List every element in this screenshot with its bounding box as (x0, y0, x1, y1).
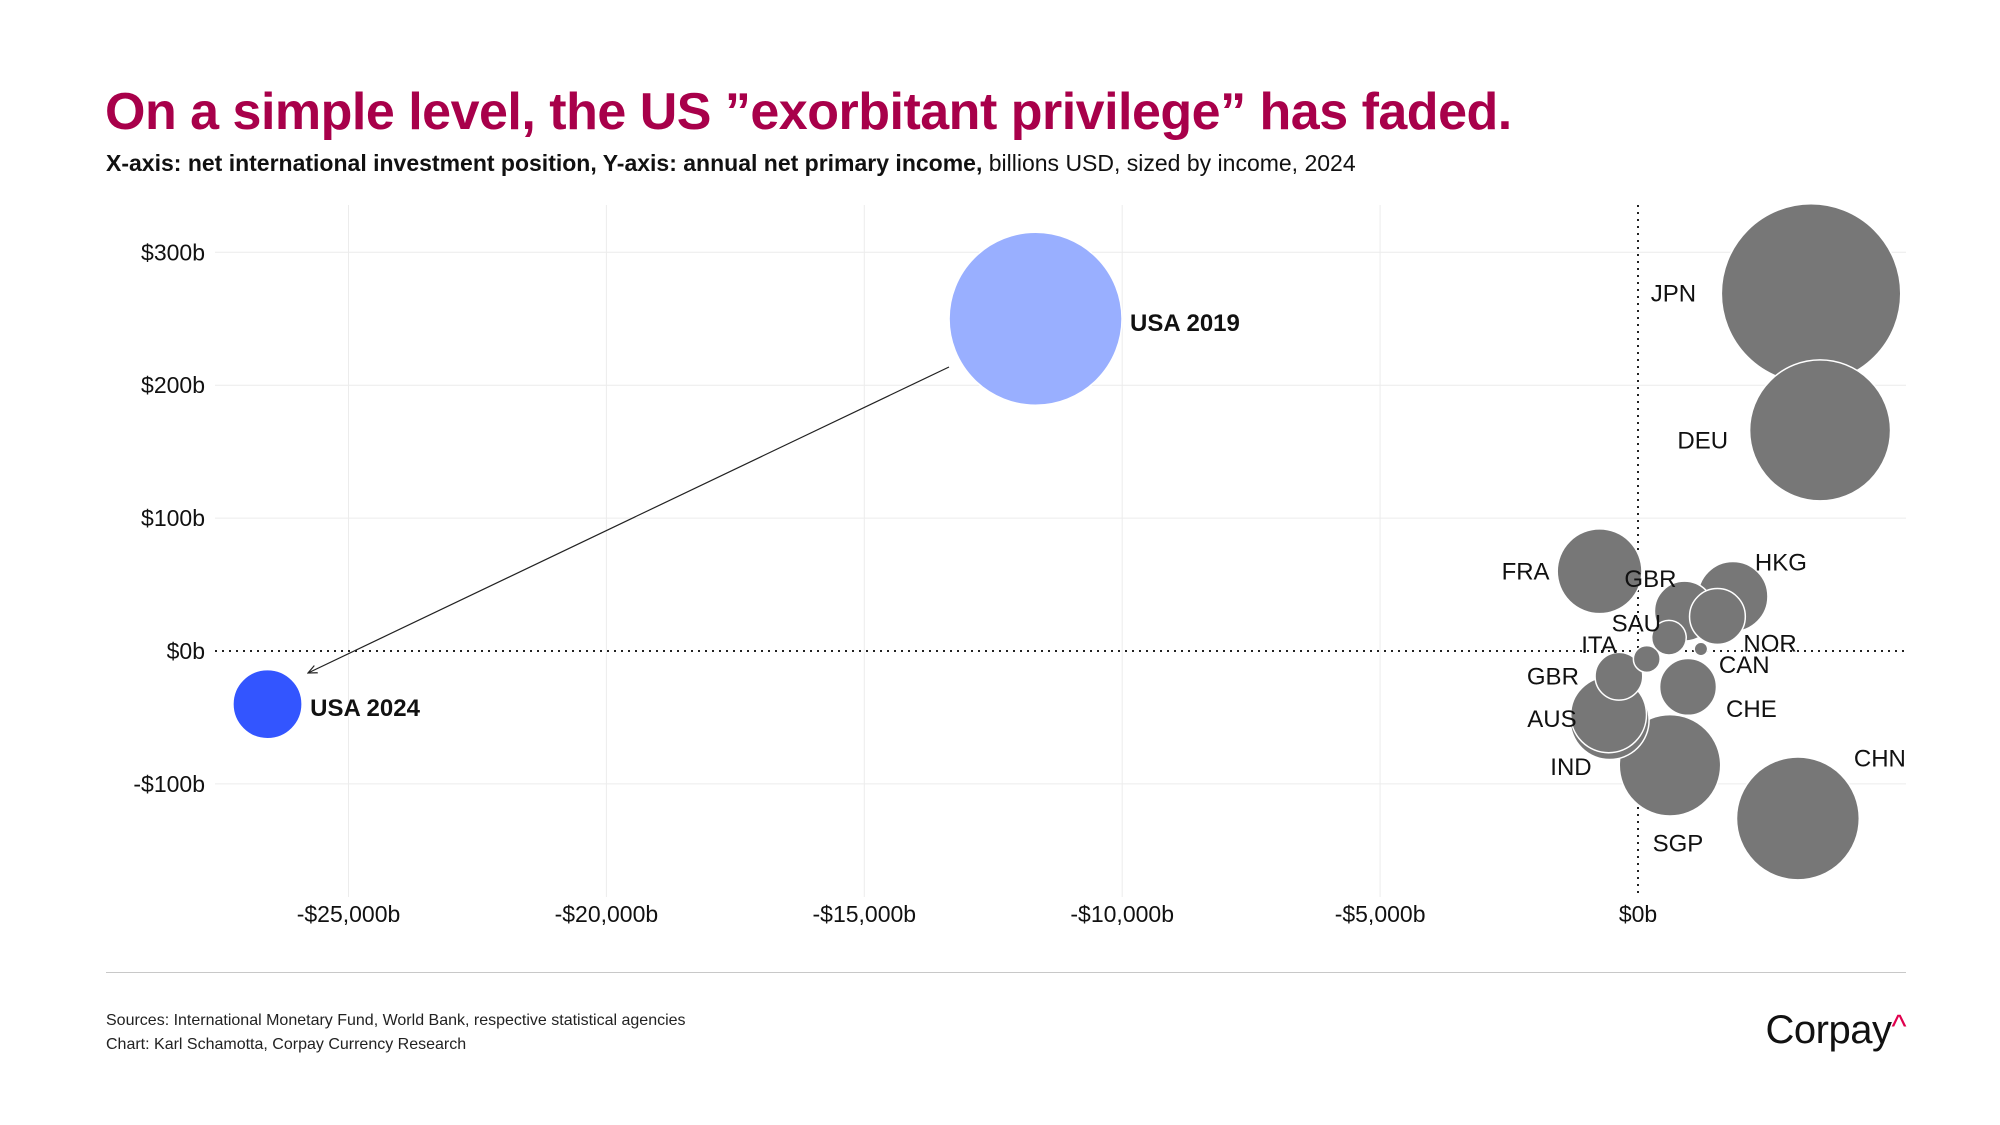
logo-text: Corpay (1765, 1008, 1892, 1052)
arrow-annotation (308, 366, 950, 673)
subtitle-rest: billions USD, sized by income, 2024 (982, 150, 1356, 176)
subtitle-bold: X-axis: net international investment pos… (106, 150, 983, 176)
bubble-gbr (1594, 651, 1644, 701)
footer-divider (106, 972, 1906, 973)
bubble-can (1693, 641, 1709, 657)
bubble-label: FRA (1502, 558, 1550, 585)
bubble-label: SAU (1612, 611, 1661, 638)
bubble-label: SGP (1653, 830, 1704, 857)
bubble-sau (1650, 619, 1687, 656)
bubbles (232, 203, 1902, 881)
bubble-label: JPN (1651, 280, 1696, 307)
y-tick-label: $0b (167, 638, 205, 664)
bubble-deu (1748, 359, 1892, 502)
bubble-chn (1735, 756, 1861, 881)
x-tick-label: -$20,000b (555, 901, 659, 927)
bubble-label: AUS (1527, 706, 1576, 733)
axes: -$25,000b -$20,000b -$15,000b -$10,000b -$5,… (133, 205, 1906, 927)
x-tick-label: -$15,000b (813, 901, 917, 927)
logo-mark: ^ (1891, 1008, 1906, 1044)
bubble-label: GBR (1527, 663, 1579, 690)
bubble-sgp (1618, 713, 1722, 817)
corpay-logo: Corpay^ (1765, 1008, 1907, 1053)
bubble-label: ITA (1581, 632, 1617, 659)
arrow-line (308, 366, 950, 673)
bubble-label: DEU (1677, 427, 1728, 454)
bubble-label: USA 2024 (310, 695, 420, 722)
x-tick-label: -$5,000b (1335, 901, 1426, 927)
sources-text: Sources: International Monetary Fund, Wo… (106, 1012, 686, 1029)
bubble-usa-2024 (232, 668, 303, 740)
x-tick-label: -$10,000b (1070, 901, 1174, 927)
y-tick-label: -$100b (133, 771, 205, 797)
y-tick-label: $100b (141, 505, 205, 531)
bubble-usa-2019 (948, 231, 1123, 406)
bubble-ita (1632, 644, 1661, 674)
bubble-label: USA 2019 (1130, 310, 1240, 337)
x-tick-label: -$25,000b (297, 901, 401, 927)
bubble-label: GBR (1624, 566, 1676, 593)
bubble-jpn (1720, 203, 1902, 384)
bubble-nor (1688, 587, 1747, 646)
bubble-fra (1556, 528, 1643, 615)
bubble-label: CHN (1854, 745, 1906, 772)
chart-subtitle: X-axis: net international investment pos… (106, 150, 1356, 177)
bubble-labels: USA 2019 JPN DEU CHN SGP FRA IND AUS HKG GBR NOR CH… (310, 280, 1906, 857)
x-tick-label: $0b (1619, 901, 1657, 927)
bubble-label: CHE (1726, 696, 1777, 723)
y-tick-label: $200b (141, 372, 205, 398)
bubble-che (1658, 657, 1718, 717)
bubble-label: HKG (1755, 550, 1807, 577)
bubble-label: IND (1550, 754, 1591, 781)
credit-text: Chart: Karl Schamotta, Corpay Currency R… (106, 1036, 467, 1053)
bubble-label: NOR (1743, 630, 1796, 657)
gridlines (215, 205, 1906, 897)
bubble-label: CAN (1719, 652, 1770, 679)
y-tick-label: $300b (141, 239, 205, 265)
chart-title: On a simple level, the US ”exorbitant pr… (105, 83, 1512, 141)
